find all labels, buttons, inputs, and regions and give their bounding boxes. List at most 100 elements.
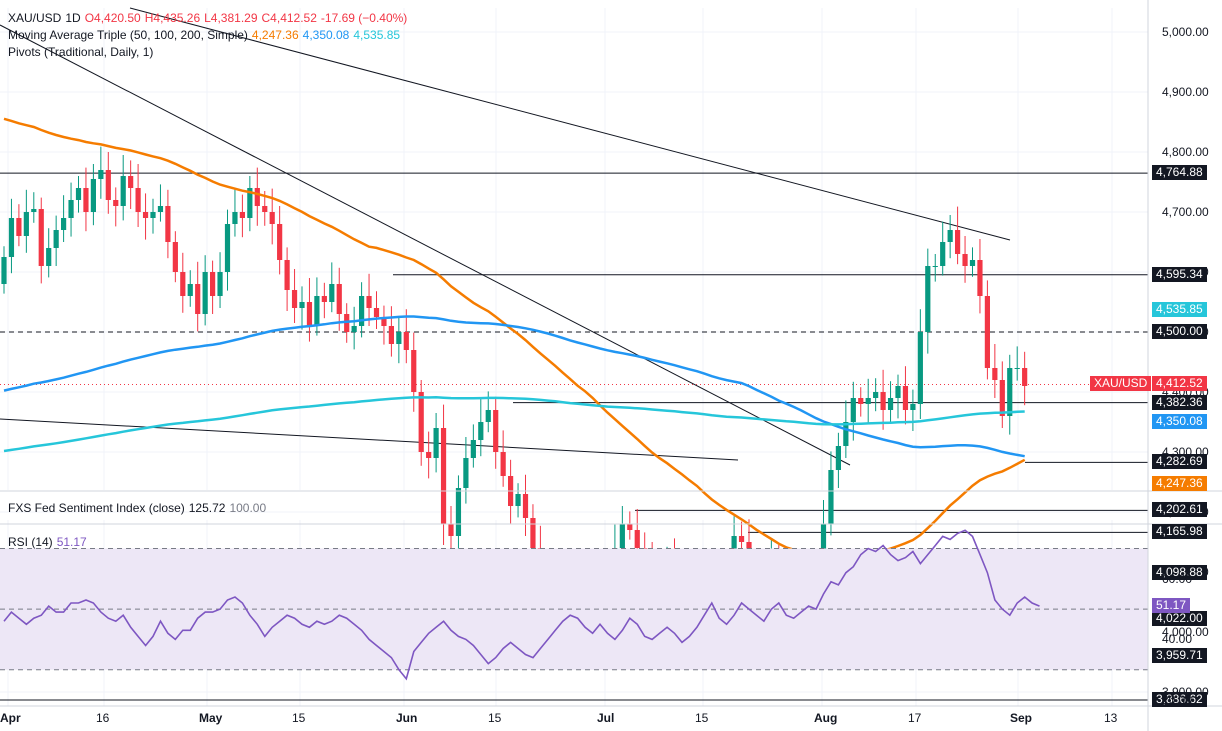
candle-body — [232, 212, 238, 224]
sentiment-legend[interactable]: FXS Fed Sentiment Index (close) 125.72 100… — [8, 501, 270, 515]
candle-body — [68, 200, 74, 218]
candle-body — [90, 179, 96, 212]
time-axis-tick: 13 — [1104, 711, 1118, 725]
candle-body — [411, 350, 417, 392]
rsi-line — [3, 529, 1040, 681]
rsi-last-label: 51.17 — [1152, 597, 1191, 613]
candle-body — [359, 296, 365, 326]
candle-body — [1022, 368, 1028, 386]
pivots-legend[interactable]: Pivots (Traditional, Daily, 1) — [8, 45, 157, 59]
ma100-value: 4,350.08 — [302, 28, 350, 42]
sentiment-title: FXS Fed Sentiment Index (close) — [8, 501, 185, 515]
time-axis-tick: Apr — [0, 711, 21, 725]
close-value: C4,412.52 — [261, 11, 317, 25]
rsi-legend[interactable]: RSI (14) 51.17 — [8, 535, 91, 549]
candle-body — [999, 380, 1005, 416]
candle-body — [917, 332, 923, 404]
pivots-title: Pivots (Traditional, Daily, 1) — [8, 45, 154, 59]
candle-body — [418, 392, 424, 452]
candle-body — [738, 536, 745, 542]
level-price-label: 4,500.00 — [1152, 324, 1207, 339]
candle-body — [880, 392, 886, 410]
candle-body — [619, 524, 625, 548]
candle-body — [887, 398, 894, 410]
level-price-label: 3,886.62 — [1152, 692, 1207, 708]
candle-body — [53, 230, 59, 248]
candle-body — [254, 188, 260, 206]
level-price-label: 4,382.36 — [1152, 394, 1207, 410]
candle-body — [947, 230, 953, 242]
candle-body — [955, 230, 961, 254]
candle-body — [336, 284, 342, 314]
candle-body — [38, 209, 44, 266]
candle-body — [1007, 368, 1013, 416]
candle-body — [992, 368, 998, 380]
candle-body — [977, 260, 983, 296]
candle-body — [835, 446, 841, 470]
candle-body — [23, 212, 29, 236]
ma200-price-label: 4,535.85 — [1152, 302, 1207, 318]
candle-body — [284, 260, 290, 290]
candle-body — [381, 317, 387, 326]
candle-body — [321, 296, 327, 302]
candle-body — [366, 296, 372, 308]
candle-body — [865, 398, 871, 404]
candle-body — [187, 284, 193, 296]
candle-body — [224, 224, 231, 272]
candle-body — [910, 404, 916, 410]
candle-body — [157, 206, 164, 212]
candle-body — [850, 398, 856, 422]
candle-body — [522, 494, 529, 518]
candle-body — [128, 176, 134, 188]
candle-body — [500, 452, 506, 476]
time-axis-tick: 17 — [908, 711, 922, 725]
ma200-value: 4,535.85 — [353, 28, 401, 42]
candle-body — [120, 176, 126, 206]
candle-body — [388, 326, 394, 344]
trend-line — [0, 418, 739, 461]
candle-body — [210, 272, 216, 296]
level-price-label: 4,022.00 — [1152, 610, 1207, 626]
candle-body — [291, 290, 298, 308]
level-price-label: 4,202.61 — [1152, 502, 1207, 518]
candle-body — [873, 392, 879, 398]
candle-body — [485, 410, 491, 422]
candle-body — [165, 206, 171, 242]
candle-body — [627, 524, 633, 530]
time-axis-tick: May — [199, 711, 223, 725]
sentiment-value: 125.72 — [188, 501, 226, 515]
candle-body — [142, 212, 149, 218]
candle-body — [299, 302, 305, 308]
open-value: O4,420.50 — [84, 11, 141, 25]
rsi-value: 51.17 — [56, 535, 87, 549]
candle-body — [75, 188, 82, 200]
last-price-label: 4,412.52 — [1152, 376, 1207, 392]
candle-body — [932, 266, 938, 267]
candle-body — [940, 242, 946, 266]
symbol-name[interactable]: XAU/USD — [8, 11, 62, 25]
candle-body — [351, 326, 357, 332]
candle-body — [895, 386, 901, 398]
level-price-label: 3,959.71 — [1152, 648, 1207, 664]
ma-legend[interactable]: Moving Average Triple (50, 100, 200, Sim… — [8, 28, 404, 42]
time-axis-tick: 15 — [292, 711, 306, 725]
candle-body — [969, 260, 976, 266]
price-axis-tick: 4,800.00 — [1162, 145, 1209, 159]
candle-body — [172, 242, 178, 272]
candle-body — [239, 212, 245, 218]
candle-body — [1, 257, 7, 284]
ma-title: Moving Average Triple (50, 100, 200, Sim… — [8, 28, 248, 42]
candle-body — [455, 488, 462, 536]
candle-body — [515, 494, 521, 506]
candle-body — [470, 440, 476, 458]
candle-body — [105, 170, 111, 200]
time-axis-tick: Aug — [814, 711, 838, 725]
rsi-axis-tick: 40.00 — [1162, 632, 1193, 647]
candle-body — [478, 422, 484, 440]
candle-body — [403, 332, 409, 350]
interval[interactable]: 1D — [65, 11, 81, 25]
candle-body — [83, 188, 89, 212]
level-price-label: 4,098.88 — [1152, 564, 1207, 580]
